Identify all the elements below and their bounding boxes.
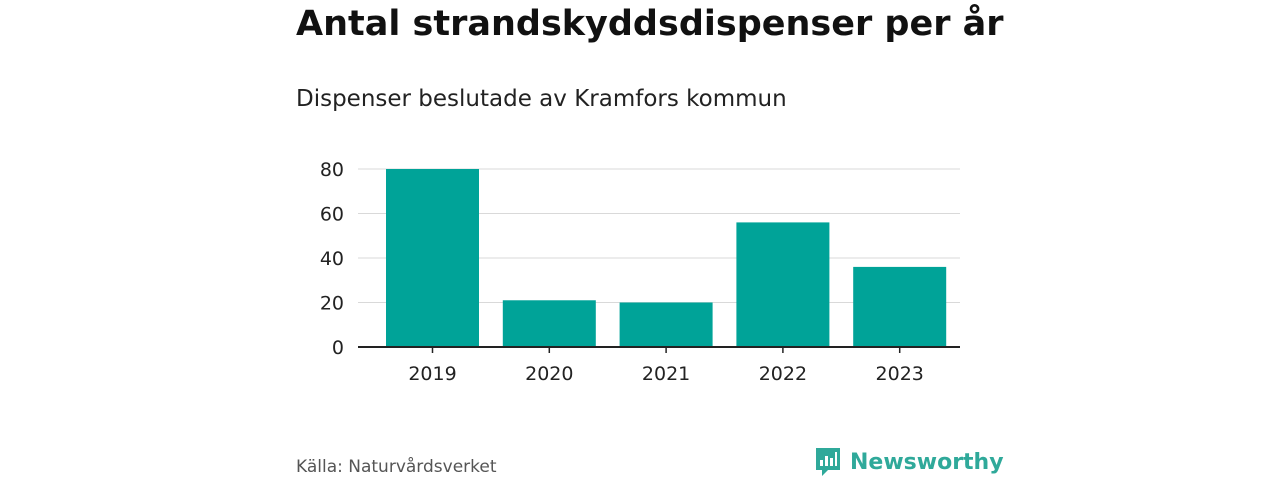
bar-2023 bbox=[853, 266, 947, 347]
bar-2019 bbox=[386, 169, 479, 347]
y-tick-label: 0 bbox=[332, 337, 344, 359]
y-tick-label: 80 bbox=[320, 159, 344, 181]
bar-2022 bbox=[736, 222, 830, 347]
y-tick-label: 20 bbox=[320, 293, 344, 315]
bar-2020 bbox=[502, 300, 596, 347]
bar-chart-logo-icon bbox=[816, 448, 840, 476]
bars bbox=[386, 169, 947, 347]
y-tick-label: 60 bbox=[320, 204, 344, 226]
x-tick-label: 2019 bbox=[408, 363, 456, 385]
source-note: Källa: Naturvårdsverket bbox=[296, 457, 497, 477]
chart-subtitle: Dispenser beslutade av Kramfors kommun bbox=[296, 86, 787, 112]
x-tick-label: 2023 bbox=[876, 363, 924, 385]
y-tick-label: 40 bbox=[320, 248, 344, 270]
x-axis-ticks: 2019 2020 2021 2022 2023 bbox=[408, 347, 924, 385]
brand-logo: Newsworthy bbox=[814, 446, 1004, 478]
x-tick-label: 2021 bbox=[642, 363, 690, 385]
bar-2021 bbox=[619, 302, 713, 347]
bar-chart: 0 20 40 60 80 2019 2020 2021 2022 2023 bbox=[320, 159, 960, 385]
chart-title: Antal strandskyddsdispenser per år bbox=[296, 4, 1004, 44]
brand-name: Newsworthy bbox=[850, 449, 1004, 475]
y-axis-ticks: 0 20 40 60 80 bbox=[320, 159, 344, 359]
x-tick-label: 2022 bbox=[759, 363, 807, 385]
x-tick-label: 2020 bbox=[525, 363, 573, 385]
